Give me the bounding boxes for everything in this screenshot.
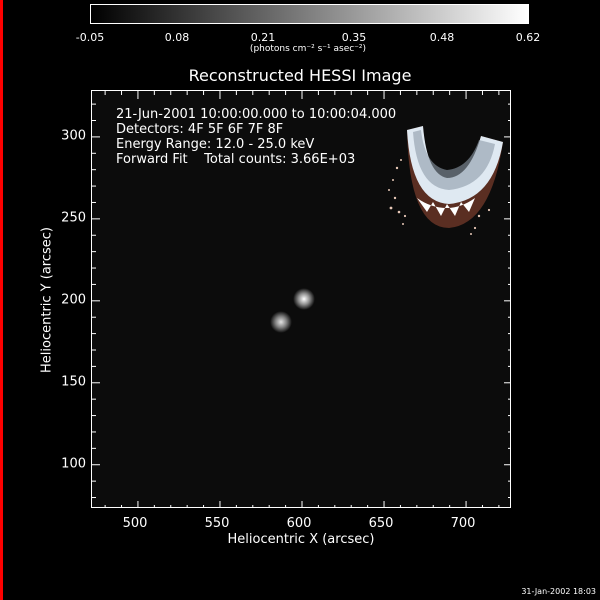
- x-axis-label: Heliocentric X (arcsec): [227, 532, 375, 547]
- y-tick-label: 100: [61, 456, 86, 472]
- chart-title: Reconstructed HESSI Image: [188, 66, 412, 85]
- annotation-energy-range: Energy Range: 12.0 - 25.0 keV: [116, 137, 315, 152]
- colorbar-tick-label: 0.62: [515, 31, 541, 44]
- colorbar-tick-label: 0.35: [341, 31, 367, 44]
- y-tick-label: 150: [61, 374, 86, 390]
- annotation-detectors: Detectors: 4F 5F 6F 7F 8F: [116, 122, 284, 137]
- flare-source: [269, 311, 292, 334]
- x-tick-label: 500: [122, 516, 148, 531]
- flare-source: [292, 288, 315, 311]
- x-tick-label: 700: [450, 516, 476, 531]
- colorbar: [90, 4, 529, 24]
- y-axis-label: Heliocentric Y (arcsec): [39, 227, 55, 373]
- colorbar-tick-label: 0.21: [250, 31, 276, 44]
- colorbar-tick-label: 0.48: [429, 31, 455, 44]
- y-tick-label: 250: [61, 210, 86, 226]
- colorbar-gradient: [91, 5, 528, 23]
- x-tick-label: 600: [286, 516, 312, 531]
- colorbar-units: (photons cm⁻² s⁻¹ asec⁻²): [249, 44, 367, 54]
- y-tick-label: 200: [61, 292, 86, 308]
- annotation-fit-counts: Forward Fit Total counts: 3.66E+03: [116, 152, 356, 167]
- annotation-time-range: 21-Jun-2001 10:00:00.000 to 10:00:04.000: [116, 107, 397, 122]
- colorbar-tick-label: -0.05: [75, 31, 105, 44]
- plot-area: 21-Jun-2001 10:00:00.000 to 10:00:04.000…: [91, 90, 511, 508]
- left-edge-bar: [0, 0, 3, 600]
- footer-timestamp: 31-Jan-2002 18:03: [521, 587, 596, 596]
- hessi-logo-icon: [388, 126, 503, 235]
- y-tick-label: 300: [61, 128, 86, 144]
- x-tick-label: 650: [368, 516, 394, 531]
- colorbar-tick-label: 0.08: [164, 31, 190, 44]
- x-tick-label: 550: [204, 516, 230, 531]
- axis-ticks: [92, 91, 510, 507]
